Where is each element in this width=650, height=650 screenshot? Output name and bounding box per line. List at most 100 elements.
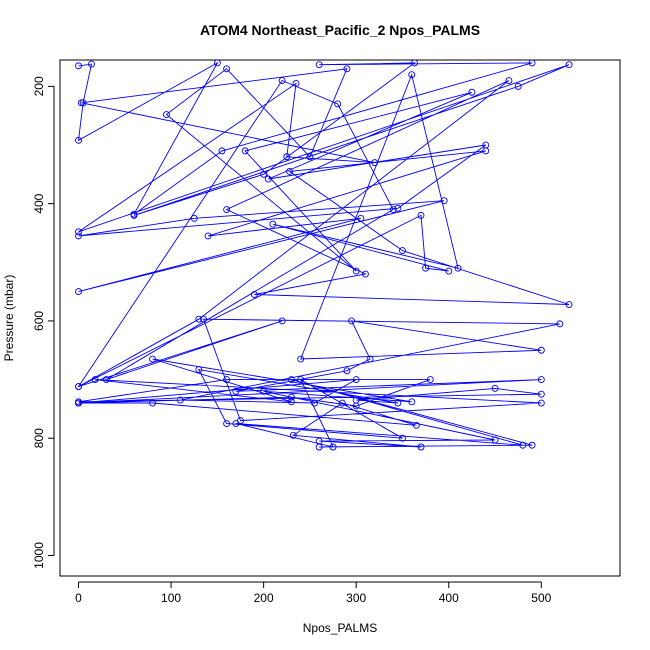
data-point bbox=[417, 443, 425, 451]
y-tick-label: 200 bbox=[32, 76, 46, 96]
data-point bbox=[528, 59, 536, 67]
data-point bbox=[343, 65, 351, 73]
data-point bbox=[417, 211, 425, 219]
y-tick-label: 800 bbox=[32, 428, 46, 448]
data-point bbox=[223, 376, 231, 384]
data-point bbox=[77, 99, 85, 107]
data-point bbox=[286, 167, 294, 175]
data-point bbox=[399, 434, 406, 442]
data-point bbox=[338, 399, 346, 407]
data-point bbox=[75, 136, 82, 144]
data-point bbox=[440, 197, 448, 205]
data-point bbox=[408, 398, 416, 406]
data-point bbox=[260, 387, 268, 395]
data-point bbox=[315, 443, 323, 451]
plot-frame bbox=[59, 59, 621, 577]
data-point bbox=[411, 59, 418, 67]
data-point bbox=[88, 60, 95, 68]
data-point bbox=[352, 267, 360, 275]
data-point bbox=[348, 317, 356, 325]
data-point bbox=[357, 214, 365, 222]
data-point bbox=[287, 398, 295, 406]
x-tick-label: 500 bbox=[531, 591, 551, 605]
data-point bbox=[162, 111, 170, 118]
data-point bbox=[519, 441, 527, 449]
data-point bbox=[91, 376, 99, 384]
data-point bbox=[297, 355, 305, 363]
data-point bbox=[482, 147, 490, 155]
series-line bbox=[77, 61, 570, 448]
data-point bbox=[362, 270, 369, 278]
data-point bbox=[422, 264, 430, 272]
data-point bbox=[514, 82, 522, 90]
data-point bbox=[102, 376, 110, 384]
data-point bbox=[260, 170, 268, 178]
data-point bbox=[195, 315, 203, 323]
data-point bbox=[394, 204, 402, 212]
data-point bbox=[264, 175, 272, 183]
data-point bbox=[394, 399, 402, 407]
data-point bbox=[75, 288, 82, 296]
data-point bbox=[426, 376, 434, 384]
data-point bbox=[232, 420, 240, 427]
data-point bbox=[556, 320, 564, 328]
data-point bbox=[241, 147, 249, 155]
data-point bbox=[195, 366, 203, 374]
data-point bbox=[287, 376, 295, 384]
data-point bbox=[218, 147, 226, 155]
data-point bbox=[306, 153, 314, 161]
data-point bbox=[408, 71, 416, 79]
data-point bbox=[250, 291, 258, 298]
data-point bbox=[75, 62, 82, 70]
x-tick-label: 100 bbox=[161, 591, 181, 605]
data-point bbox=[412, 421, 420, 429]
x-axis: 0 100 200 300 400 500 bbox=[75, 581, 552, 605]
data-point bbox=[149, 355, 157, 363]
data-point bbox=[371, 159, 379, 167]
data-point bbox=[352, 376, 360, 384]
x-axis-label: Npos_PALMS bbox=[303, 621, 377, 635]
y-tick-label: 400 bbox=[32, 193, 46, 213]
data-point bbox=[79, 99, 87, 107]
data-point bbox=[75, 383, 82, 391]
y-axis: 200 400 600 800 1000 bbox=[32, 76, 55, 569]
y-axis-label: Pressure (mbar) bbox=[2, 275, 16, 362]
data-point bbox=[315, 61, 323, 69]
data-point bbox=[468, 88, 476, 96]
y-tick-label: 1000 bbox=[32, 542, 46, 569]
data-point bbox=[190, 214, 198, 222]
x-tick-label: 400 bbox=[439, 591, 459, 605]
chart-title: ATOM4 Northeast_Pacific_2 Npos_PALMS bbox=[200, 22, 480, 38]
data-point bbox=[289, 431, 297, 439]
x-tick-label: 0 bbox=[75, 591, 82, 605]
data-point bbox=[269, 220, 277, 228]
data-point bbox=[223, 206, 231, 213]
data-point bbox=[176, 396, 184, 404]
data-point bbox=[454, 264, 462, 272]
data-point bbox=[232, 387, 240, 395]
data-point bbox=[537, 390, 545, 398]
data-point bbox=[329, 443, 337, 451]
data-point bbox=[75, 398, 82, 406]
data-point bbox=[366, 355, 374, 363]
data-point bbox=[389, 206, 397, 213]
data-point bbox=[537, 346, 545, 354]
data-point bbox=[505, 77, 513, 84]
data-point bbox=[75, 228, 82, 236]
data-point bbox=[565, 301, 573, 308]
data-point bbox=[311, 399, 318, 407]
data-point bbox=[399, 247, 406, 255]
data-point bbox=[204, 232, 212, 240]
data-point bbox=[223, 65, 231, 73]
data-point bbox=[334, 100, 342, 108]
data-point bbox=[149, 399, 157, 407]
data-point bbox=[130, 211, 138, 219]
data-point bbox=[283, 153, 291, 161]
data-point bbox=[223, 420, 231, 427]
data-point bbox=[297, 376, 305, 384]
data-point bbox=[491, 384, 499, 392]
data-point bbox=[537, 399, 545, 407]
data-point bbox=[565, 61, 573, 69]
data-point bbox=[287, 393, 295, 401]
